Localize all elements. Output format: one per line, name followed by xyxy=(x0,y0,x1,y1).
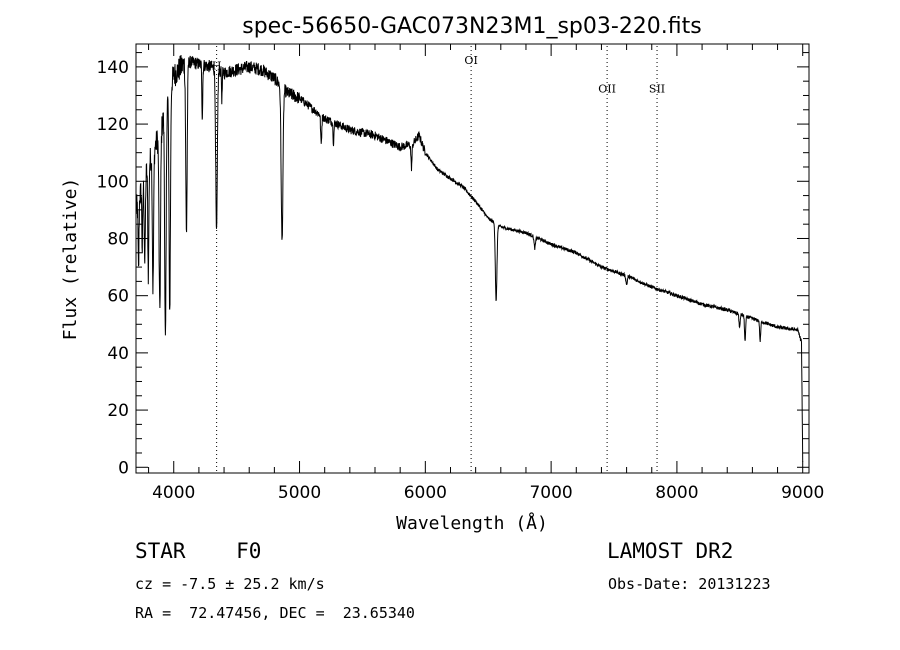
marker-label: OI xyxy=(464,54,477,67)
survey-name: LAMOST DR2 xyxy=(607,539,734,563)
y-tick-label: 0 xyxy=(118,458,129,478)
x-tick-label: 8000 xyxy=(655,483,698,503)
x-tick-label: 5000 xyxy=(278,483,321,503)
y-tick-label: 40 xyxy=(107,344,129,364)
spectrum-chart: spec-56650-GAC073N23M1_sp03-220.fits H OI… xyxy=(60,14,824,534)
x-tick-label: 7000 xyxy=(529,483,572,503)
marker-label: SII xyxy=(649,83,665,96)
y-tick-label: 80 xyxy=(107,229,129,249)
chart-title: spec-56650-GAC073N23M1_sp03-220.fits xyxy=(242,14,702,39)
axis-ticks: 4000 5000 6000 7000 8000 9000 0 20 40 60 80 100 120 1… xyxy=(97,44,824,503)
x-tick-label: 4000 xyxy=(152,483,195,503)
y-tick-label: 20 xyxy=(107,401,129,421)
y-tick-label: 60 xyxy=(107,287,129,307)
redshift-cz: cz = -7.5 ± 25.2 km/s xyxy=(135,575,325,593)
plot-frame xyxy=(135,43,810,474)
y-axis-label: Flux (relative) xyxy=(60,178,81,341)
line-markers: H OI OII SII xyxy=(212,46,665,473)
y-tick-label: 140 xyxy=(97,58,129,78)
obs-date: Obs-Date: 20131223 xyxy=(608,575,771,593)
x-axis-label: Wavelength (Å) xyxy=(396,512,548,534)
y-tick-label: 120 xyxy=(97,115,129,135)
marker-label: OII xyxy=(598,83,616,96)
x-tick-label: 6000 xyxy=(404,483,447,503)
y-tick-label: 100 xyxy=(97,172,129,192)
object-class: STAR F0 xyxy=(135,539,262,563)
x-tick-label: 9000 xyxy=(781,483,824,503)
coordinates: RA = 72.47456, DEC = 23.65340 xyxy=(135,604,415,622)
spectrum-series xyxy=(135,54,804,462)
marker-label: H xyxy=(212,60,222,73)
